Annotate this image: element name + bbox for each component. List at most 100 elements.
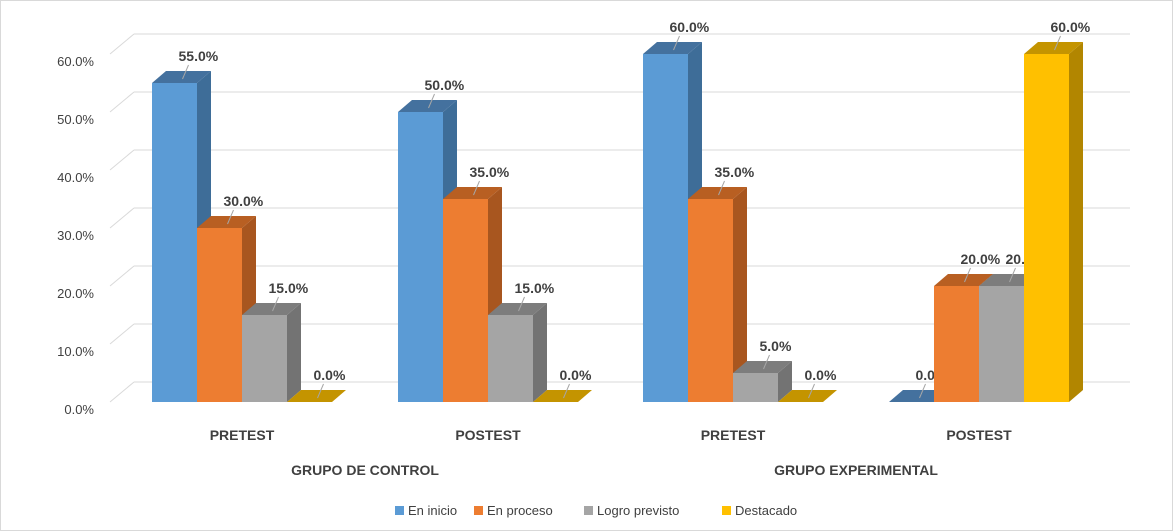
legend-label: Logro previsto bbox=[597, 503, 679, 518]
bar-top bbox=[733, 361, 792, 373]
bar-front bbox=[152, 83, 197, 402]
bar-top bbox=[934, 274, 993, 286]
bar bbox=[1024, 42, 1083, 402]
legend-swatch bbox=[395, 506, 404, 515]
y-tick-label: 10.0% bbox=[57, 344, 94, 359]
gridline-diagonal bbox=[109, 91, 135, 113]
bar bbox=[688, 187, 747, 402]
gridline-diagonal bbox=[109, 265, 135, 287]
x-tick-label: PRETEST bbox=[210, 427, 275, 443]
legend-item: En proceso bbox=[474, 503, 553, 518]
gridline-diagonal bbox=[109, 33, 135, 55]
bar-top bbox=[778, 390, 837, 402]
bar-front bbox=[443, 199, 488, 402]
legend-swatch bbox=[722, 506, 731, 515]
bar-top bbox=[242, 303, 301, 315]
bar-front bbox=[688, 199, 733, 402]
bar-top bbox=[688, 187, 747, 199]
bar-front bbox=[733, 373, 778, 402]
y-tick-label: 50.0% bbox=[57, 112, 94, 127]
leader-line bbox=[964, 267, 971, 283]
data-label: 50.0% bbox=[425, 77, 465, 93]
bar bbox=[242, 303, 301, 402]
bar-front bbox=[643, 54, 688, 402]
bar bbox=[778, 390, 837, 402]
bar-top bbox=[1024, 42, 1083, 54]
data-label: 5.0% bbox=[760, 338, 792, 354]
data-label: 55.0% bbox=[179, 48, 219, 64]
bar bbox=[287, 390, 346, 402]
x-tick-label: POSTEST bbox=[455, 427, 521, 443]
bar-side bbox=[533, 303, 547, 402]
gridline-diagonal bbox=[109, 381, 135, 403]
bar bbox=[533, 390, 592, 402]
bar-front bbox=[979, 286, 1024, 402]
bar-top bbox=[287, 390, 346, 402]
group-label: GRUPO EXPERIMENTAL bbox=[774, 462, 938, 478]
leader-line bbox=[808, 383, 815, 399]
legend-label: Destacado bbox=[735, 503, 797, 518]
bar-front bbox=[488, 315, 533, 402]
bar-side bbox=[287, 303, 301, 402]
legend-swatch bbox=[584, 506, 593, 515]
leader-line bbox=[563, 383, 570, 399]
data-label: 35.0% bbox=[470, 164, 510, 180]
y-tick-label: 40.0% bbox=[57, 170, 94, 185]
bar bbox=[488, 303, 547, 402]
bar-side bbox=[778, 361, 792, 402]
y-tick-label: 20.0% bbox=[57, 286, 94, 301]
y-tick-label: 60.0% bbox=[57, 54, 94, 69]
data-label: 30.0% bbox=[224, 193, 264, 209]
bar bbox=[152, 71, 211, 402]
bar-top bbox=[533, 390, 592, 402]
leader-line bbox=[518, 296, 525, 312]
leader-line bbox=[1054, 35, 1061, 51]
data-label: 0.0% bbox=[314, 367, 346, 383]
y-tick-label: 30.0% bbox=[57, 228, 94, 243]
gridline-diagonal bbox=[109, 149, 135, 171]
legend-label: En proceso bbox=[487, 503, 553, 518]
bar-front bbox=[197, 228, 242, 402]
leader-line bbox=[763, 354, 770, 370]
data-label: 20.0% bbox=[961, 251, 1001, 267]
leader-line bbox=[227, 209, 234, 225]
bar-side bbox=[733, 187, 747, 402]
legend-swatch bbox=[474, 506, 483, 515]
bar-top bbox=[979, 274, 1038, 286]
legend-item: En inicio bbox=[395, 503, 457, 518]
bar-front bbox=[398, 112, 443, 402]
bar-top bbox=[443, 187, 502, 199]
leader-line bbox=[182, 64, 189, 80]
x-tick-label: PRETEST bbox=[701, 427, 766, 443]
bar bbox=[889, 390, 948, 402]
bar-front bbox=[242, 315, 287, 402]
bar bbox=[733, 361, 792, 402]
data-label: 60.0% bbox=[1051, 19, 1091, 35]
bar-top bbox=[889, 390, 948, 402]
leader-line bbox=[718, 180, 725, 196]
data-label: 15.0% bbox=[269, 280, 309, 296]
leader-line bbox=[272, 296, 279, 312]
bar-front bbox=[934, 286, 979, 402]
bar-top bbox=[197, 216, 256, 228]
gridline-diagonal bbox=[109, 207, 135, 229]
legend-label: En inicio bbox=[408, 503, 457, 518]
bar-front bbox=[1024, 54, 1069, 402]
data-label: 0.0% bbox=[560, 367, 592, 383]
leader-line bbox=[673, 35, 680, 51]
leader-line bbox=[473, 180, 480, 196]
group-label: GRUPO DE CONTROL bbox=[291, 462, 439, 478]
bar-top bbox=[488, 303, 547, 315]
legend-item: Destacado bbox=[722, 503, 797, 518]
x-tick-label: POSTEST bbox=[946, 427, 1012, 443]
data-label: 15.0% bbox=[515, 280, 555, 296]
bar-top bbox=[152, 71, 211, 83]
leader-line bbox=[317, 383, 324, 399]
bar-top bbox=[643, 42, 702, 54]
legend-item: Logro previsto bbox=[584, 503, 679, 518]
data-label: 60.0% bbox=[670, 19, 710, 35]
bar-top bbox=[398, 100, 457, 112]
data-label: 0.0% bbox=[805, 367, 837, 383]
bar-side bbox=[1069, 42, 1083, 402]
